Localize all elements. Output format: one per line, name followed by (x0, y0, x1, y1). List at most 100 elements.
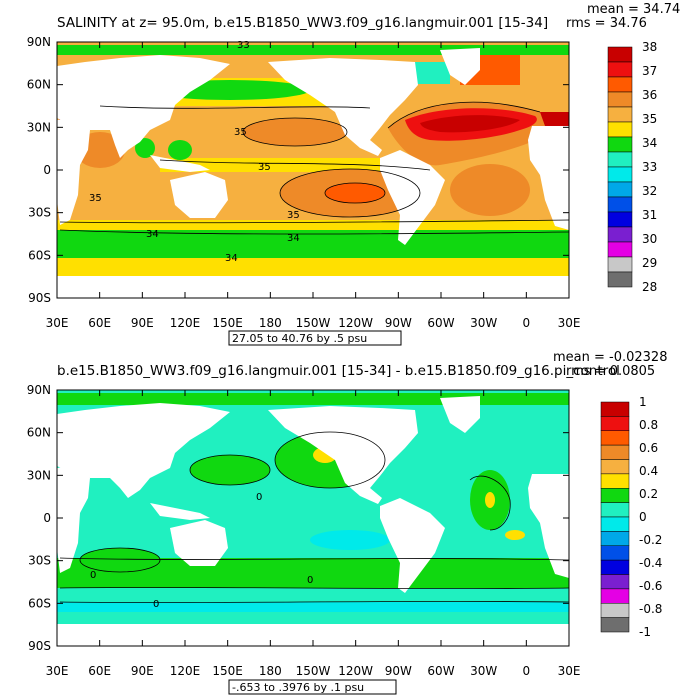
colorbar-label: 36 (642, 88, 657, 102)
colorbar-swatch (607, 181, 633, 198)
x-tick-label: 30E (558, 664, 581, 678)
range-note: 27.05 to 40.76 by .5 psu (232, 332, 367, 345)
contour-line (59, 587, 570, 589)
eurasia-land (57, 55, 230, 150)
south-america-land (380, 150, 445, 245)
x-tick-label: 90W (385, 664, 412, 678)
colorbar-swatch (600, 502, 630, 518)
contour-label: 0 (90, 570, 96, 581)
contour-line (189, 454, 271, 486)
x-tick-label: 90W (385, 316, 412, 330)
colorbar-swatch (607, 136, 633, 153)
x-tick-label: 60E (88, 664, 111, 678)
colorbar-label: 28 (642, 280, 657, 294)
north-pacific-high (243, 118, 347, 146)
colorbar-swatch (600, 603, 630, 618)
panel-title: SALINITY at z= 95.0m, b.e15.B1850_WW3.f0… (57, 15, 548, 31)
southern-ocean-band-yellow (57, 220, 569, 230)
contour-line (159, 159, 431, 171)
colorbar-swatch (600, 531, 630, 546)
colorbar-swatch (600, 545, 630, 561)
colorbar-swatch (600, 416, 630, 431)
colorbar-label: 34 (642, 136, 657, 150)
colorbar-swatch (600, 516, 630, 532)
colorbar-label: 0.6 (639, 441, 658, 455)
colorbar-label: 35 (642, 112, 657, 126)
africa-east-land (528, 474, 569, 578)
australia-land (170, 172, 228, 218)
rms-label: rms = 34.76 (566, 16, 647, 31)
mediterranean-strip (540, 112, 569, 126)
contour-lines (59, 431, 570, 603)
rms-label: rms = 0.0805 (566, 364, 655, 379)
indonesia-land (150, 503, 210, 520)
y-tick-label: 90S (28, 639, 51, 653)
colorbar-swatch (600, 559, 630, 575)
y-tick-label: 60S (28, 248, 51, 262)
north-atlantic-core (420, 115, 520, 133)
x-tick-label: 150W (296, 316, 331, 330)
contour-label: 0 (256, 492, 262, 503)
contour-label: 34 (287, 233, 300, 244)
colorbar-swatch (600, 401, 630, 417)
colorbar-label: 37 (642, 64, 657, 78)
south-atlantic-high (450, 164, 530, 216)
colorbar-label: 0.4 (639, 464, 658, 478)
africa-land (57, 466, 90, 573)
antarctic-shelf-yellow (57, 258, 569, 276)
contour-label: 35 (258, 162, 271, 173)
contour-label: 0 (307, 575, 313, 586)
contour-line (59, 219, 570, 224)
colorbar-swatch (607, 151, 633, 168)
colorbar-label: 33 (642, 160, 657, 174)
colorbar-swatch (607, 106, 633, 123)
contour-label: 35 (234, 127, 247, 138)
colorbar-label: -0.8 (639, 602, 662, 616)
colorbar-label: 31 (642, 208, 657, 222)
range-note: -.653 to .3976 by .1 psu (232, 681, 364, 694)
colorbar-swatch (607, 241, 633, 258)
contour-line (59, 557, 570, 561)
contour-label: 34 (225, 253, 238, 264)
colorbar-swatch (600, 488, 630, 503)
bay-of-bengal-fresh (135, 138, 155, 158)
mean-label: mean = 34.74 (587, 2, 680, 17)
colorbar-swatch (607, 46, 633, 63)
eurasia-land (57, 403, 230, 498)
colorbar-swatch (607, 91, 633, 108)
pacific-negative (310, 530, 390, 550)
salinity-panel: SALINITY at z= 95.0m, b.e15.B1850_WW3.f0… (27, 2, 680, 346)
colorbar-label: 32 (642, 184, 657, 198)
range-box (228, 330, 402, 346)
western-pacific-fresh (168, 140, 192, 160)
map-plot: 0 0 0 0 (56, 389, 570, 647)
contour-line (59, 229, 570, 235)
x-tick-label: 0 (523, 316, 531, 330)
map-plot: 35 35 35 35 34 34 34 33 (56, 40, 570, 299)
y-tick-label: 0 (43, 163, 51, 177)
contour-line (387, 101, 541, 129)
mean-label: mean = -0.02328 (553, 350, 667, 365)
x-tick-label: 30E (46, 316, 69, 330)
equatorial-yellow (160, 158, 430, 172)
x-tick-label: 120E (170, 316, 201, 330)
difference-panel: b.e15.B1850_WW3.f09_g16.langmuir.001 [15… (27, 350, 667, 695)
greenland-land (440, 396, 480, 433)
contour-labels: 0 0 0 0 (90, 492, 313, 610)
australia-land (170, 520, 228, 566)
indian-ocean-positive (80, 548, 160, 572)
x-tick-label: 60W (427, 316, 454, 330)
y-tick-label: 30S (28, 206, 51, 220)
x-tick-label: 30E (46, 664, 69, 678)
colorbar-label: 1 (639, 395, 647, 409)
panel-title: b.e15.B1850_WW3.f09_g16.langmuir.001 [15… (57, 363, 620, 379)
contour-line (99, 105, 371, 109)
colorbar-swatch (607, 121, 633, 138)
colorbar-swatch (600, 459, 630, 475)
y-tick-label: 60S (28, 596, 51, 610)
indonesia-land (150, 155, 210, 172)
colorbar-swatch (600, 574, 630, 590)
colorbar-swatch (607, 211, 633, 228)
contour-label: 35 (287, 210, 300, 221)
